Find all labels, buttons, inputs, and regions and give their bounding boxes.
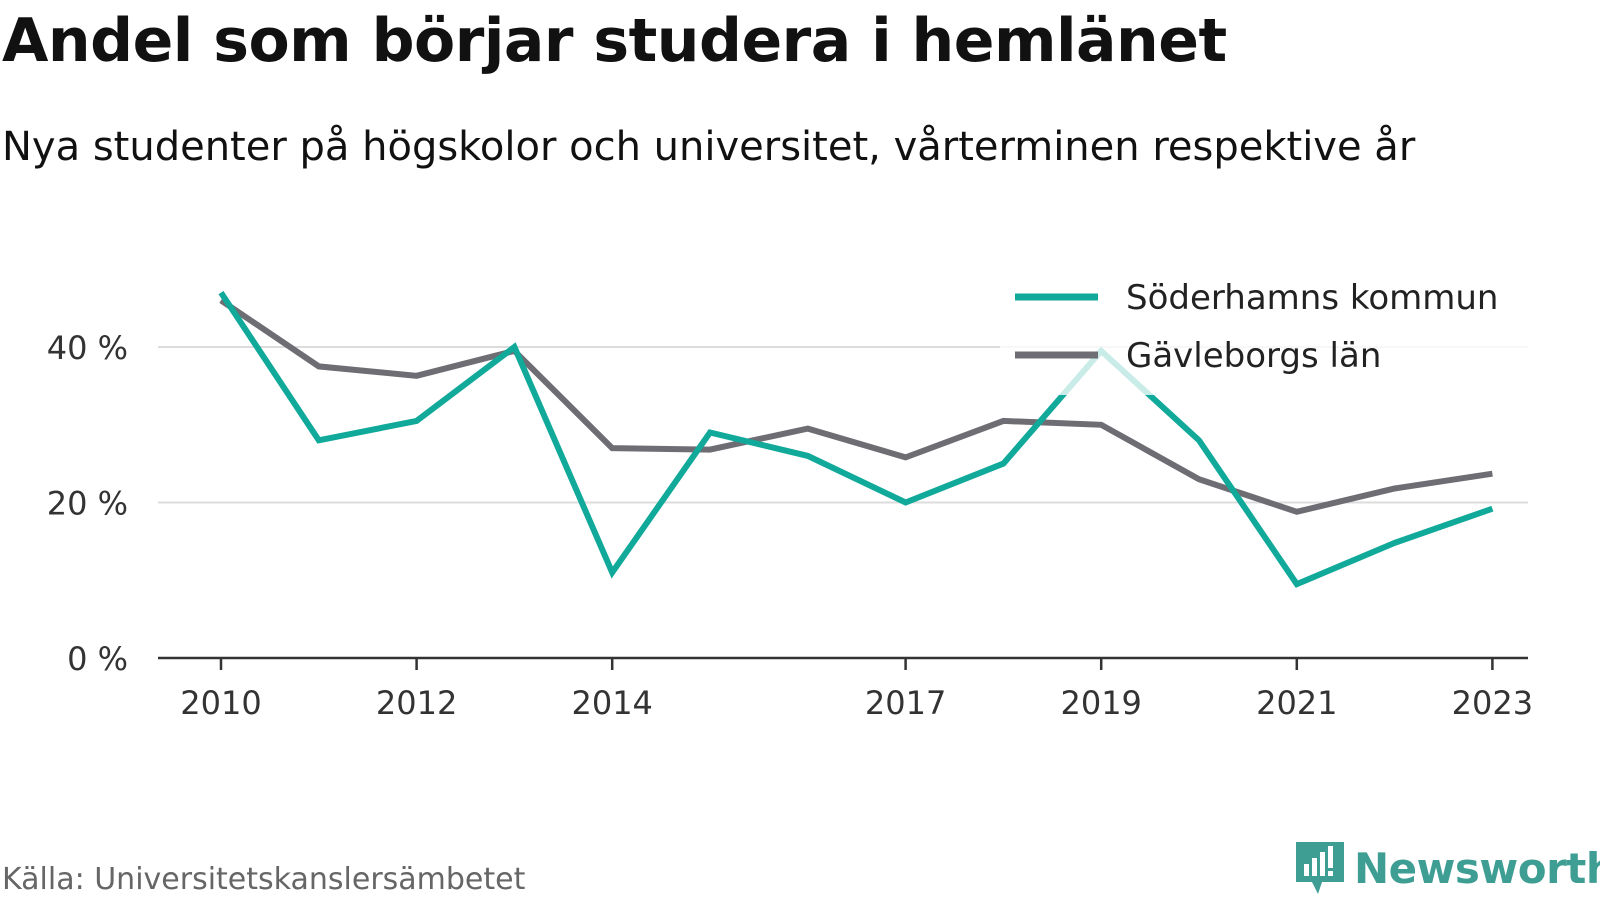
newsworthy-wordmark: Newsworthy (1354, 844, 1600, 893)
source-note: Källa: Universitetskanslersämbetet (2, 862, 526, 897)
legend: Söderhamns kommun Gävleborgs län (1000, 265, 1530, 395)
x-tick-label: 2023 (1452, 684, 1533, 722)
series-line-gavleborg (219, 297, 1493, 515)
x-tick-label: 2019 (1060, 684, 1141, 722)
legend-label: Söderhamns kommun (1126, 278, 1498, 318)
legend-background (1000, 265, 1530, 395)
series-line-soderhamn (218, 290, 1494, 588)
chart-subtitle: Nya studenter på högskolor och universit… (2, 124, 1416, 170)
x-tick-label: 2014 (571, 684, 652, 722)
y-tick-labels: 0 % 20 % 40 % (47, 329, 128, 678)
newsworthy-logo-icon (1296, 842, 1344, 894)
y-tick-label: 0 % (67, 640, 128, 678)
x-tick-label: 2017 (865, 684, 946, 722)
series-lines (218, 290, 1494, 588)
y-tick-label: 40 % (47, 329, 128, 367)
x-tick-label: 2021 (1256, 684, 1337, 722)
x-tick-label: 2012 (376, 684, 457, 722)
chart-title: Andel som börjar studera i hemlänet (2, 6, 1227, 76)
x-tick-labels: 2010 2012 2014 2017 2019 2021 2023 (180, 658, 1533, 722)
x-tick-label: 2010 (180, 684, 261, 722)
y-tick-label: 20 % (47, 485, 128, 523)
newsworthy-logo: Newsworthy (1292, 838, 1600, 898)
legend-label: Gävleborgs län (1126, 336, 1381, 376)
